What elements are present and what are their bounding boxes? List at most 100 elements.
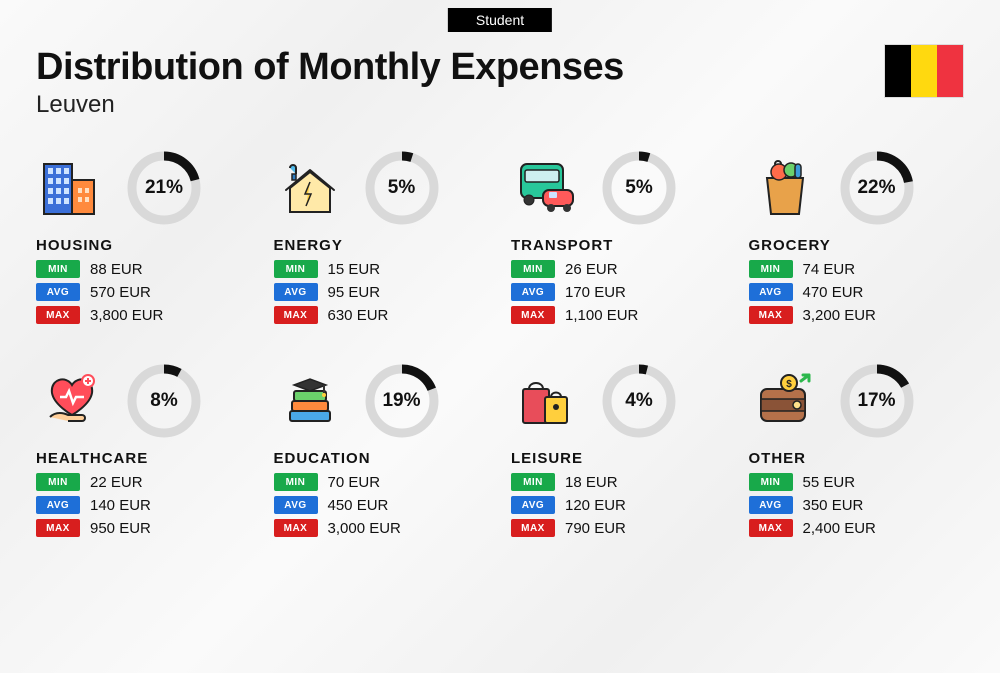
avg-value: 570 EUR xyxy=(90,284,151,301)
max-row: MAX 2,400 EUR xyxy=(749,519,965,537)
min-chip: MIN xyxy=(511,473,555,491)
avg-chip: AVG xyxy=(511,496,555,514)
max-row: MAX 3,000 EUR xyxy=(274,519,490,537)
percent-donut: 19% xyxy=(364,363,440,439)
max-row: MAX 630 EUR xyxy=(274,306,490,324)
percent-label: 5% xyxy=(364,150,440,226)
energy-house-icon xyxy=(274,152,346,224)
svg-text:$: $ xyxy=(786,379,792,390)
avg-value: 350 EUR xyxy=(803,497,864,514)
max-row: MAX 790 EUR xyxy=(511,519,727,537)
flag-stripe-2 xyxy=(911,45,937,97)
heart-hand-icon xyxy=(36,365,108,437)
max-chip: MAX xyxy=(511,306,555,324)
category-card: 21% HOUSING MIN 88 EUR AVG 570 EUR MAX 3… xyxy=(36,149,252,324)
category-card: 22% GROCERY MIN 74 EUR AVG 470 EUR MAX 3… xyxy=(749,149,965,324)
max-value: 3,800 EUR xyxy=(90,307,163,324)
wallet-icon: $ xyxy=(749,365,821,437)
max-row: MAX 3,200 EUR xyxy=(749,306,965,324)
avg-row: AVG 140 EUR xyxy=(36,496,252,514)
category-card: 19% EDUCATION MIN 70 EUR AVG 450 EUR MAX… xyxy=(274,362,490,537)
max-value: 630 EUR xyxy=(328,307,389,324)
flag-stripe-3 xyxy=(937,45,963,97)
min-value: 15 EUR xyxy=(328,261,381,278)
max-chip: MAX xyxy=(511,519,555,537)
max-value: 790 EUR xyxy=(565,520,626,537)
percent-donut: 22% xyxy=(839,150,915,226)
page-title: Distribution of Monthly Expenses xyxy=(36,46,964,89)
min-chip: MIN xyxy=(36,473,80,491)
max-value: 3,000 EUR xyxy=(328,520,401,537)
max-chip: MAX xyxy=(749,519,793,537)
max-value: 3,200 EUR xyxy=(803,307,876,324)
avg-row: AVG 450 EUR xyxy=(274,496,490,514)
max-value: 2,400 EUR xyxy=(803,520,876,537)
max-value: 1,100 EUR xyxy=(565,307,638,324)
percent-label: 19% xyxy=(364,363,440,439)
min-chip: MIN xyxy=(511,260,555,278)
min-row: MIN 18 EUR xyxy=(511,473,727,491)
percent-donut: 8% xyxy=(126,363,202,439)
buildings-icon xyxy=(36,152,108,224)
percent-donut: 5% xyxy=(601,150,677,226)
avg-value: 170 EUR xyxy=(565,284,626,301)
avg-chip: AVG xyxy=(511,283,555,301)
percent-donut: 17% xyxy=(839,363,915,439)
category-name: HOUSING xyxy=(36,237,252,254)
max-row: MAX 1,100 EUR xyxy=(511,306,727,324)
percent-donut: 4% xyxy=(601,363,677,439)
percent-donut: 21% xyxy=(126,150,202,226)
min-chip: MIN xyxy=(36,260,80,278)
category-card: 5% TRANSPORT MIN 26 EUR AVG 170 EUR MAX … xyxy=(511,149,727,324)
category-name: TRANSPORT xyxy=(511,237,727,254)
grad-books-icon xyxy=(274,365,346,437)
percent-label: 5% xyxy=(601,150,677,226)
min-value: 26 EUR xyxy=(565,261,618,278)
min-value: 55 EUR xyxy=(803,474,856,491)
belgium-flag xyxy=(884,44,964,98)
avg-value: 140 EUR xyxy=(90,497,151,514)
avg-chip: AVG xyxy=(749,496,793,514)
max-chip: MAX xyxy=(274,519,318,537)
category-card: 4% LEISURE MIN 18 EUR AVG 120 EUR MAX 79… xyxy=(511,362,727,537)
category-card: 5% ENERGY MIN 15 EUR AVG 95 EUR MAX 630 … xyxy=(274,149,490,324)
min-value: 70 EUR xyxy=(328,474,381,491)
min-row: MIN 22 EUR xyxy=(36,473,252,491)
grocery-bag-icon xyxy=(749,152,821,224)
category-card: $ 17% OTHER MIN 55 EUR AVG 350 EUR xyxy=(749,362,965,537)
avg-chip: AVG xyxy=(749,283,793,301)
max-chip: MAX xyxy=(36,306,80,324)
category-name: HEALTHCARE xyxy=(36,450,252,467)
avg-chip: AVG xyxy=(274,283,318,301)
category-name: GROCERY xyxy=(749,237,965,254)
min-value: 74 EUR xyxy=(803,261,856,278)
category-name: LEISURE xyxy=(511,450,727,467)
category-card: 8% HEALTHCARE MIN 22 EUR AVG 140 EUR MAX… xyxy=(36,362,252,537)
avg-chip: AVG xyxy=(36,496,80,514)
min-row: MIN 70 EUR xyxy=(274,473,490,491)
max-row: MAX 3,800 EUR xyxy=(36,306,252,324)
avg-row: AVG 570 EUR xyxy=(36,283,252,301)
min-row: MIN 15 EUR xyxy=(274,260,490,278)
percent-label: 8% xyxy=(126,363,202,439)
shopping-bags-icon xyxy=(511,365,583,437)
avg-row: AVG 120 EUR xyxy=(511,496,727,514)
min-value: 18 EUR xyxy=(565,474,618,491)
percent-donut: 5% xyxy=(364,150,440,226)
avg-chip: AVG xyxy=(274,496,318,514)
min-value: 22 EUR xyxy=(90,474,143,491)
category-name: ENERGY xyxy=(274,237,490,254)
category-name: OTHER xyxy=(749,450,965,467)
min-chip: MIN xyxy=(274,473,318,491)
category-name: EDUCATION xyxy=(274,450,490,467)
min-chip: MIN xyxy=(274,260,318,278)
min-chip: MIN xyxy=(749,260,793,278)
min-value: 88 EUR xyxy=(90,261,143,278)
avg-row: AVG 170 EUR xyxy=(511,283,727,301)
percent-label: 17% xyxy=(839,363,915,439)
avg-value: 470 EUR xyxy=(803,284,864,301)
max-chip: MAX xyxy=(749,306,793,324)
avg-value: 95 EUR xyxy=(328,284,381,301)
min-row: MIN 88 EUR xyxy=(36,260,252,278)
avg-chip: AVG xyxy=(36,283,80,301)
